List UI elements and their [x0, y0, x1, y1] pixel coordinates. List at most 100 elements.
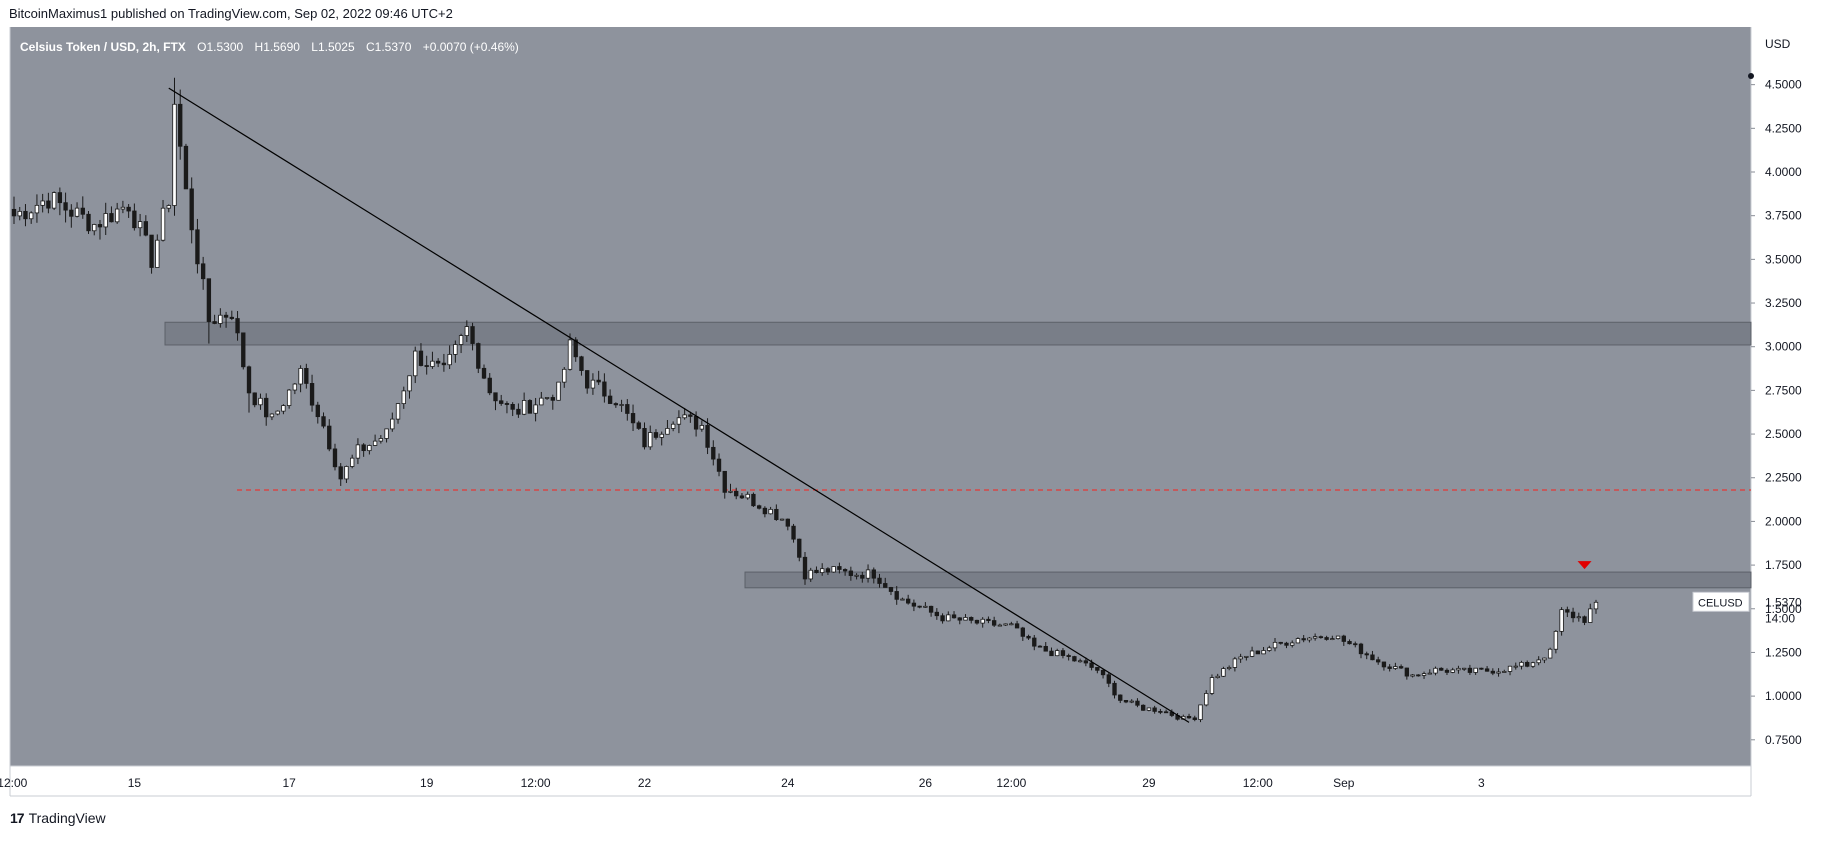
candle [23, 204, 28, 227]
candle-body [699, 425, 704, 430]
candle-body [636, 422, 641, 429]
candle-body [166, 205, 171, 209]
candle [1060, 648, 1066, 659]
candle [1014, 620, 1020, 629]
candle-body [906, 598, 911, 604]
candle [11, 196, 17, 224]
footer-brand[interactable]: 17 TradingView [10, 810, 106, 826]
resistance-zone[interactable] [164, 321, 1752, 346]
y-tick-label: 1.0000 [1765, 689, 1802, 703]
y-tick-label: 3.2500 [1765, 296, 1802, 310]
candle [1542, 657, 1547, 664]
candle-body [195, 229, 200, 265]
candle-body [894, 591, 899, 600]
candle-body [573, 339, 578, 358]
candle [40, 193, 45, 213]
candle [269, 413, 275, 421]
candle-body [1307, 637, 1312, 641]
candle [871, 567, 876, 584]
candle [728, 483, 733, 494]
candle-body [1318, 636, 1324, 639]
candle [149, 234, 154, 274]
candle-body [395, 403, 401, 420]
candle [92, 223, 97, 236]
candle [986, 616, 991, 624]
candle-body [1576, 616, 1581, 619]
candle [183, 143, 189, 190]
candle [636, 420, 641, 430]
candle-body [670, 423, 676, 429]
resistance-zone[interactable] [744, 571, 1752, 589]
candle-body [1238, 656, 1243, 660]
candle-body [934, 611, 940, 617]
symbol-tag[interactable] [1692, 591, 1750, 612]
candle-body [808, 569, 813, 580]
candle-body [883, 583, 888, 588]
candle-body [40, 200, 45, 206]
time-axis[interactable] [10, 766, 1751, 796]
candle [418, 343, 424, 367]
candle-body [1542, 657, 1547, 661]
candle [630, 404, 636, 431]
ohlc-low-label: L [311, 40, 318, 54]
candle-body [1473, 667, 1478, 673]
candle [837, 562, 842, 574]
candle-body [1163, 711, 1169, 714]
candle-body [1066, 655, 1071, 657]
candle [1009, 621, 1014, 626]
candle-body [785, 518, 790, 527]
candle-body [1410, 674, 1415, 677]
candle [567, 333, 573, 371]
candle [808, 567, 813, 582]
candle [716, 453, 722, 477]
candle [1439, 667, 1444, 671]
candle-body [745, 493, 750, 499]
candle-body [97, 224, 103, 228]
candle-body [1043, 645, 1048, 652]
candle [1049, 647, 1054, 657]
candle-body [711, 446, 716, 460]
candle [401, 386, 406, 409]
candle [1353, 641, 1358, 648]
candle-body [1112, 682, 1117, 696]
candle-body [132, 210, 137, 229]
plot-area[interactable] [10, 27, 1751, 766]
descending-trendline[interactable] [168, 87, 1190, 723]
candle-body [991, 620, 997, 626]
candle-body [539, 397, 544, 406]
candle [1238, 653, 1243, 663]
candle [831, 566, 836, 573]
candle-body [1272, 641, 1278, 649]
candle [195, 218, 200, 274]
candle [1106, 672, 1111, 688]
candle [470, 322, 475, 351]
candle [888, 586, 894, 596]
candle-body [682, 414, 687, 419]
y-tick-label: 2.7500 [1765, 383, 1802, 397]
candle-body [481, 367, 487, 379]
candle [120, 200, 126, 214]
price-axis[interactable] [1751, 27, 1824, 766]
candle [1376, 656, 1381, 665]
candle-body [619, 404, 624, 406]
candle [1381, 661, 1387, 671]
candle [1364, 651, 1369, 660]
candle [1141, 704, 1146, 711]
candle [258, 393, 263, 410]
candle-body [1295, 638, 1301, 644]
candle-body [1261, 650, 1266, 655]
candle-body [1158, 710, 1163, 713]
candle-body [1014, 623, 1020, 629]
candle-body [458, 335, 464, 345]
symbol-tag-label: CELUSD [1698, 597, 1743, 609]
candle-body [607, 395, 613, 404]
candle-body [1553, 630, 1559, 650]
candle [917, 605, 922, 609]
candle [682, 407, 687, 420]
candle [223, 311, 229, 328]
candle [1198, 704, 1203, 723]
candle [625, 399, 630, 421]
candle-body [1364, 653, 1369, 656]
